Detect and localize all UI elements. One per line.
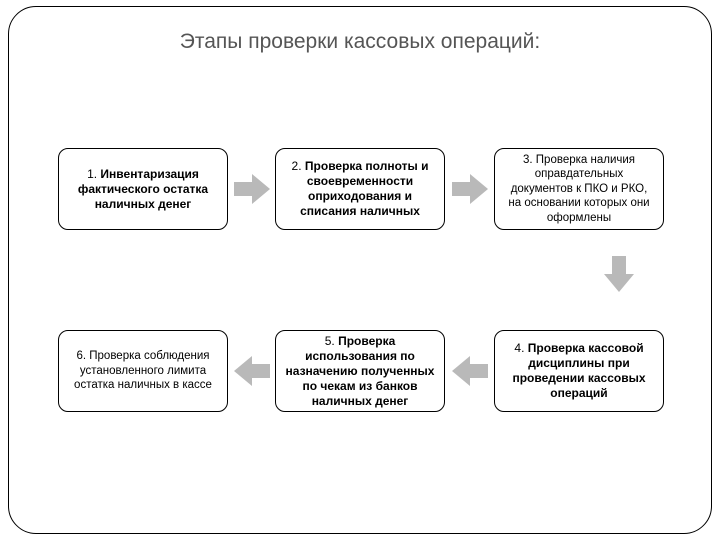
arrow-left-icon [232,354,272,388]
node-step-6: 6. Проверка соблюдения установленного ли… [58,330,228,412]
node-text: 4. Проверка кассовой дисциплины при пров… [503,341,655,401]
node-text: 5. Проверка использования по назначению … [284,334,436,409]
diagram-title: Этапы проверки кассовых операций: [0,30,720,54]
node-step-3: 3. Проверка наличия оправдательных докум… [494,148,664,230]
arrow-right-icon [232,172,272,206]
node-step-2: 2. Проверка полноты и своевременности оп… [275,148,445,230]
node-step-1: 1. Инвентаризация фактического остатка н… [58,148,228,230]
node-step-4: 4. Проверка кассовой дисциплины при пров… [494,330,664,412]
arrow-down-icon [602,254,636,294]
node-text: 3. Проверка наличия оправдательных докум… [503,153,655,225]
node-text: 6. Проверка соблюдения установленного ли… [67,349,219,392]
arrow-right-icon [450,172,490,206]
node-text: 2. Проверка полноты и своевременности оп… [284,159,436,219]
node-text: 1. Инвентаризация фактического остатка н… [67,167,219,212]
arrow-left-icon [450,354,490,388]
node-step-5: 5. Проверка использования по назначению … [275,330,445,412]
